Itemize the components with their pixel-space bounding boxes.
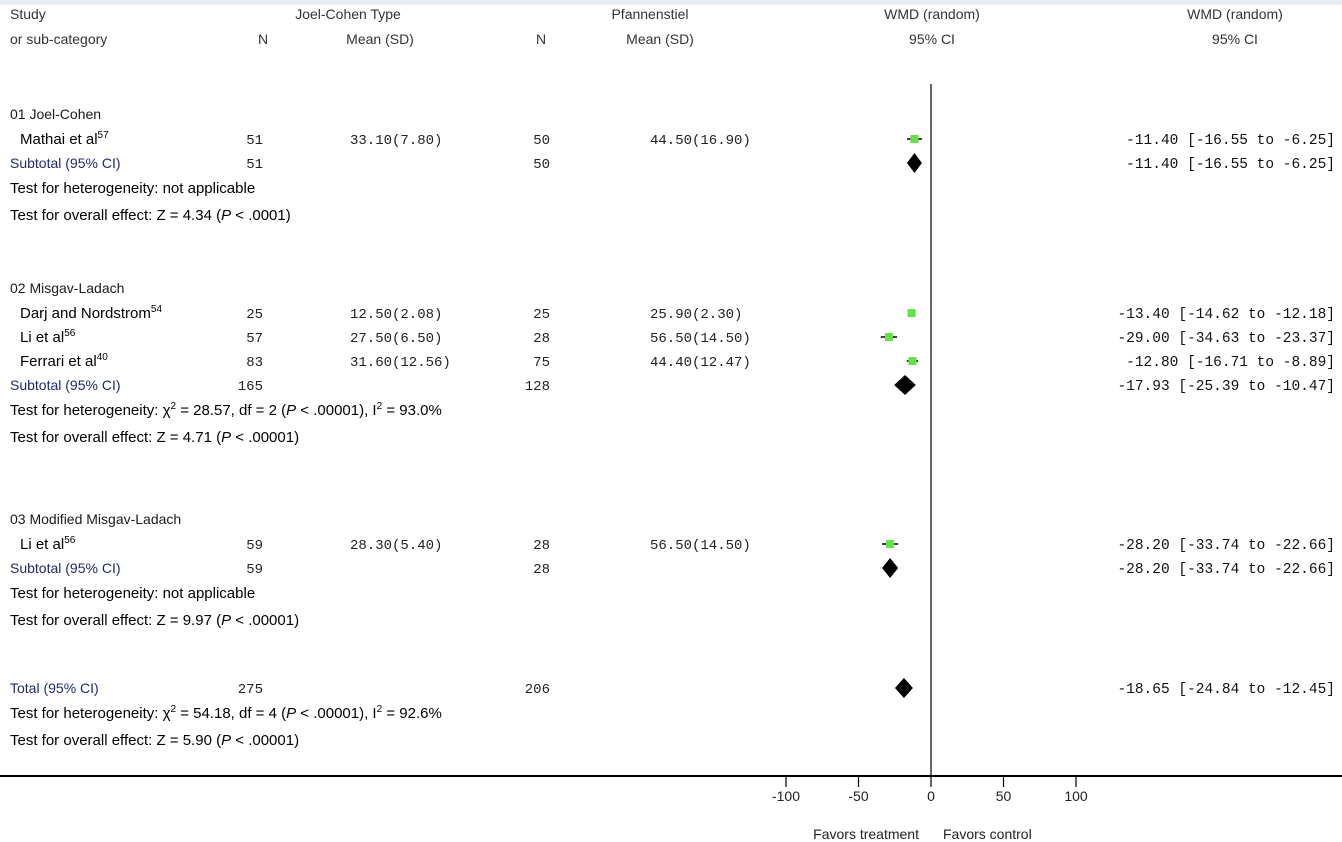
subgroup-heterogeneity: Test for heterogeneity: χ2 = 28.57, df =…: [10, 401, 442, 419]
subtotal-n1: 165: [238, 379, 263, 395]
study-mean2: 56.50(14.50): [650, 538, 751, 554]
study-point: [886, 540, 895, 548]
study-mean1: 27.50(6.50): [350, 331, 442, 347]
subtotal-ci-text: -28.20 [-33.74 to -22.66]: [1117, 562, 1335, 578]
subgroup-title: 01 Joel-Cohen: [10, 106, 101, 122]
study-point: [884, 333, 893, 341]
study-mean1: 31.60(12.56): [350, 355, 451, 371]
total-label: Total (95% CI): [10, 680, 99, 696]
axis-tick-label: 0: [927, 788, 935, 804]
study-ci-text: -13.40 [-14.62 to -12.18]: [1117, 307, 1335, 323]
study-point: [910, 135, 919, 143]
subgroup-heterogeneity: Test for heterogeneity: not applicable: [10, 180, 255, 197]
total-n1: 275: [238, 682, 263, 698]
subtotal-n1: 51: [246, 157, 263, 173]
study-point: [907, 309, 916, 317]
subgroup-title: 02 Misgav-Ladach: [10, 280, 124, 296]
total-ci-text: -18.65 [-24.84 to -12.45]: [1117, 682, 1335, 698]
header-group2-mean: Mean (SD): [626, 31, 694, 47]
subtotal-n2: 128: [525, 379, 550, 395]
axis-tick-label: -100: [772, 788, 800, 804]
header-result-title: WMD (random): [1187, 6, 1283, 22]
study-point: [908, 357, 917, 365]
header-group2-n: N: [536, 31, 546, 47]
subtotal-label: Subtotal (95% CI): [10, 560, 121, 576]
study-n1: 51: [246, 133, 263, 149]
total-overall-effect: Test for overall effect: Z = 5.90 (P < .…: [10, 732, 299, 749]
header-group2-name: Pfannenstiel: [611, 6, 688, 22]
study-mean2: 44.50(16.90): [650, 133, 751, 149]
subtotal-label: Subtotal (95% CI): [10, 155, 121, 171]
total-n2: 206: [525, 682, 550, 698]
favors-left-label: Favors treatment: [813, 826, 919, 842]
study-ci-text: -12.80 [-16.71 to -8.89]: [1126, 355, 1335, 371]
subtotal-ci-text: -17.93 [-25.39 to -10.47]: [1117, 379, 1335, 395]
subtotal-label: Subtotal (95% CI): [10, 377, 121, 393]
study-name: Li et al56: [20, 328, 76, 346]
subgroup-overall-effect: Test for overall effect: Z = 9.97 (P < .…: [10, 612, 299, 629]
subtotal-diamond: [894, 375, 916, 395]
header-subcategory: or sub-category: [10, 31, 107, 47]
total-diamond: [894, 678, 913, 698]
axis-tick-label: 100: [1064, 788, 1088, 804]
header-group1-mean: Mean (SD): [346, 31, 414, 47]
study-ci-text: -11.40 [-16.55 to -6.25]: [1126, 133, 1335, 149]
subgroup-title: 03 Modified Misgav-Ladach: [10, 511, 181, 527]
study-name: Li et al56: [20, 535, 76, 553]
subgroup-overall-effect: Test for overall effect: Z = 4.71 (P < .…: [10, 429, 299, 446]
header-result-ci: 95% CI: [1212, 31, 1258, 47]
study-n1: 59: [246, 538, 263, 554]
subtotal-diamond: [882, 558, 899, 578]
study-mean1: 28.30(5.40): [350, 538, 442, 554]
subtotal-ci-text: -11.40 [-16.55 to -6.25]: [1126, 157, 1335, 173]
subgroup-overall-effect: Test for overall effect: Z = 4.34 (P < .…: [10, 207, 291, 224]
study-n1: 57: [246, 331, 263, 347]
header-plot-ci: 95% CI: [909, 31, 955, 47]
subgroup-heterogeneity: Test for heterogeneity: not applicable: [10, 585, 255, 602]
study-n1: 83: [246, 355, 263, 371]
study-ci-text: -28.20 [-33.74 to -22.66]: [1117, 538, 1335, 554]
study-name: Darj and Nordstrom54: [20, 304, 162, 322]
axis-tick-label: 50: [996, 788, 1012, 804]
study-name: Ferrari et al40: [20, 352, 108, 370]
study-mean2: 25.90(2.30): [650, 307, 742, 323]
study-n2: 25: [533, 307, 550, 323]
favors-right-label: Favors control: [943, 826, 1032, 842]
header-band: [0, 0, 1342, 5]
study-n2: 28: [533, 538, 550, 554]
axis-tick-label: -50: [848, 788, 868, 804]
study-mean2: 44.40(12.47): [650, 355, 751, 371]
header-group1-name: Joel-Cohen Type: [295, 6, 401, 22]
subtotal-n2: 28: [533, 562, 550, 578]
study-mean1: 33.10(7.80): [350, 133, 442, 149]
study-n2: 28: [533, 331, 550, 347]
study-n2: 75: [533, 355, 550, 371]
subtotal-n2: 50: [533, 157, 550, 173]
study-n2: 50: [533, 133, 550, 149]
total-heterogeneity: Test for heterogeneity: χ2 = 54.18, df =…: [10, 704, 442, 722]
subtotal-diamond: [907, 153, 922, 173]
header-group1-n: N: [258, 31, 268, 47]
subtotal-n1: 59: [246, 562, 263, 578]
header-study: Study: [10, 6, 46, 22]
study-ci-text: -29.00 [-34.63 to -23.37]: [1117, 331, 1335, 347]
study-n1: 25: [246, 307, 263, 323]
study-mean1: 12.50(2.08): [350, 307, 442, 323]
study-mean2: 56.50(14.50): [650, 331, 751, 347]
header-plot-title: WMD (random): [884, 6, 980, 22]
study-name: Mathai et al57: [20, 130, 109, 148]
